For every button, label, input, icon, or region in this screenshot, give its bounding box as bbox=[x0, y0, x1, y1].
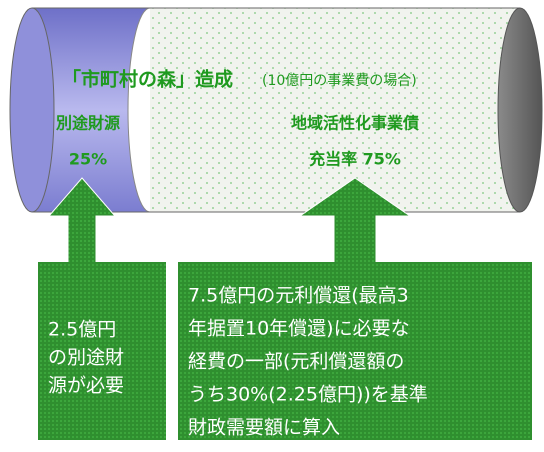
note-line: うち30%(2.25億円))を基準 bbox=[188, 384, 428, 406]
note-line: 2.5億円 bbox=[48, 319, 116, 341]
segment-label: 別途財源 bbox=[56, 114, 120, 133]
right-cap bbox=[498, 8, 542, 212]
note-line: の別途財 bbox=[48, 347, 124, 369]
diagram: 「市町村の森」造成 (10億円の事業費の場合) 別途財源 25% 地域活性化事業… bbox=[0, 0, 544, 452]
note-line: 経費の一部(元利償還額の bbox=[188, 351, 404, 373]
note-line: 7.5億円の元利償還(最高3 bbox=[188, 285, 409, 307]
title-main: 「市町村の森」造成 bbox=[62, 68, 233, 91]
segment-share: 25% bbox=[69, 150, 107, 169]
left-cap bbox=[10, 8, 54, 212]
bond-segment bbox=[150, 8, 520, 212]
cylinder bbox=[10, 8, 542, 212]
note-line: 源が必要 bbox=[48, 375, 124, 397]
segment-share: 充当率 75% bbox=[309, 150, 401, 169]
segment-label: 地域活性化事業債 bbox=[291, 114, 419, 133]
title-note: (10億円の事業費の場合) bbox=[262, 73, 417, 89]
note-line: 年据置10年償還)に必要な bbox=[188, 318, 410, 340]
note-line: 財政需要額に算入 bbox=[188, 417, 340, 439]
